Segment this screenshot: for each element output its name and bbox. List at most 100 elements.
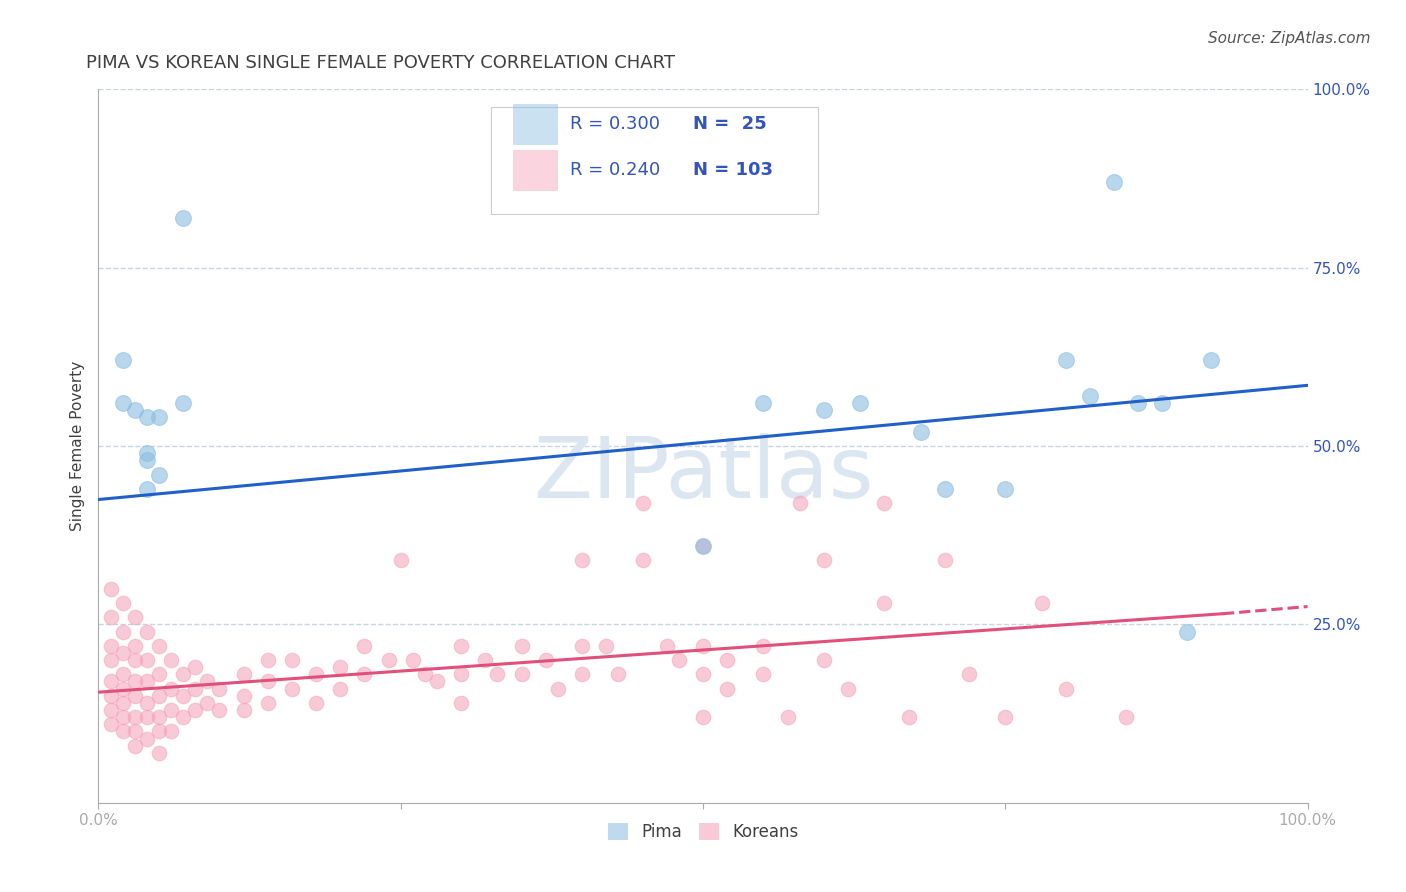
Pima [124, 403, 146, 417]
Koreans [111, 710, 134, 724]
Legend: Pima, Koreans: Pima, Koreans [602, 816, 804, 848]
Koreans [305, 667, 328, 681]
Koreans [100, 717, 122, 731]
Koreans [873, 496, 896, 510]
Koreans [486, 667, 509, 681]
Koreans [124, 639, 146, 653]
Koreans [510, 667, 533, 681]
Koreans [692, 639, 714, 653]
Koreans [837, 681, 859, 696]
Koreans [776, 710, 799, 724]
Pima [172, 211, 194, 225]
Koreans [172, 689, 194, 703]
Koreans [111, 681, 134, 696]
Koreans [111, 667, 134, 681]
Pima [135, 446, 157, 460]
Text: N =  25: N = 25 [693, 115, 768, 133]
Koreans [124, 689, 146, 703]
Pima [1078, 389, 1101, 403]
Pima [849, 396, 872, 410]
Pima [111, 353, 134, 368]
Text: R = 0.300: R = 0.300 [569, 115, 659, 133]
Koreans [124, 724, 146, 739]
Koreans [148, 639, 170, 653]
Koreans [195, 674, 218, 689]
Koreans [135, 674, 157, 689]
Pima [994, 482, 1017, 496]
Koreans [135, 696, 157, 710]
Koreans [329, 681, 352, 696]
Koreans [474, 653, 496, 667]
Koreans [873, 596, 896, 610]
Pima [1054, 353, 1077, 368]
Pima [1128, 396, 1150, 410]
Koreans [124, 710, 146, 724]
Koreans [208, 703, 231, 717]
Koreans [232, 689, 254, 703]
Koreans [100, 703, 122, 717]
Text: ZIPatlas: ZIPatlas [533, 433, 873, 516]
Koreans [595, 639, 617, 653]
Koreans [450, 696, 472, 710]
Koreans [111, 646, 134, 660]
Koreans [124, 653, 146, 667]
Pima [148, 467, 170, 482]
Koreans [232, 667, 254, 681]
Koreans [305, 696, 328, 710]
Koreans [631, 553, 654, 567]
Koreans [184, 681, 207, 696]
Koreans [232, 703, 254, 717]
Koreans [668, 653, 690, 667]
Koreans [752, 639, 775, 653]
Koreans [172, 710, 194, 724]
Koreans [571, 553, 593, 567]
Koreans [413, 667, 436, 681]
Koreans [716, 681, 738, 696]
Koreans [148, 746, 170, 760]
Koreans [124, 610, 146, 624]
Koreans [160, 703, 183, 717]
Koreans [329, 660, 352, 674]
Koreans [450, 639, 472, 653]
Koreans [100, 689, 122, 703]
Koreans [547, 681, 569, 696]
Pima [813, 403, 835, 417]
Koreans [571, 667, 593, 681]
Text: Source: ZipAtlas.com: Source: ZipAtlas.com [1208, 31, 1371, 46]
FancyBboxPatch shape [513, 150, 557, 190]
Koreans [100, 639, 122, 653]
Koreans [160, 653, 183, 667]
Koreans [692, 710, 714, 724]
Koreans [111, 724, 134, 739]
Pima [1152, 396, 1174, 410]
Koreans [135, 710, 157, 724]
FancyBboxPatch shape [492, 107, 818, 214]
Koreans [426, 674, 449, 689]
Koreans [124, 739, 146, 753]
Koreans [389, 553, 412, 567]
Koreans [934, 553, 956, 567]
Koreans [256, 653, 278, 667]
Koreans [184, 703, 207, 717]
Pima [1175, 624, 1198, 639]
Y-axis label: Single Female Poverty: Single Female Poverty [69, 361, 84, 531]
Koreans [510, 639, 533, 653]
Koreans [897, 710, 920, 724]
Pima [1102, 175, 1125, 189]
Koreans [716, 653, 738, 667]
Koreans [148, 689, 170, 703]
Koreans [631, 496, 654, 510]
Koreans [571, 639, 593, 653]
Koreans [957, 667, 980, 681]
Koreans [111, 624, 134, 639]
Koreans [813, 653, 835, 667]
Koreans [1031, 596, 1053, 610]
Pima [135, 482, 157, 496]
Pima [1199, 353, 1222, 368]
Koreans [135, 731, 157, 746]
Text: R = 0.240: R = 0.240 [569, 161, 661, 179]
Koreans [281, 653, 304, 667]
Koreans [1115, 710, 1137, 724]
Text: PIMA VS KOREAN SINGLE FEMALE POVERTY CORRELATION CHART: PIMA VS KOREAN SINGLE FEMALE POVERTY COR… [86, 54, 675, 72]
Koreans [100, 582, 122, 596]
